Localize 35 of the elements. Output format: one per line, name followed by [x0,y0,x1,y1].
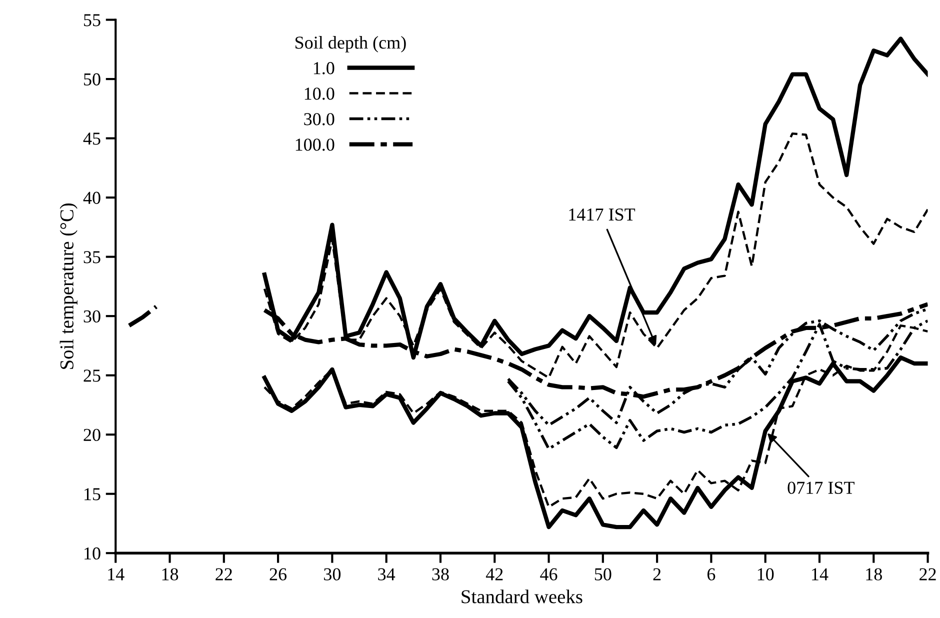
x-tick-label: 14 [812,568,828,580]
x-tick-label: 22 [920,568,936,580]
x-tick-label: 10 [758,568,774,580]
legend-label: 10.0 [304,88,334,100]
y-axis-title: Soil temperature (°C) [60,203,78,369]
x-tick-label: 18 [162,568,178,580]
annotation: 1417 IST [569,208,636,221]
x-tick-label: 26 [270,568,287,580]
x-tick-label: 30 [324,568,341,580]
x-tick-label: 22 [216,568,232,580]
y-tick-label: 20 [84,428,100,442]
x-tick-label: 42 [486,568,503,580]
x-tick-label: 34 [378,568,396,580]
y-tick-label: 40 [83,192,100,204]
y-tick-label: 50 [84,73,100,86]
x-tick-label: 18 [866,568,882,580]
x-tick-label: 2 [653,568,661,580]
y-tick-label: 55 [84,14,100,26]
x-tick-label: 6 [707,568,716,580]
x-axis-title: Standard weeks [462,590,582,604]
x-tick-label: 38 [432,568,449,580]
y-tick-label: 25 [84,370,100,382]
y-tick-label: 35 [84,251,100,264]
legend-label: 1.0 [314,62,334,74]
y-tick-label: 30 [84,310,100,323]
y-tick-label: 15 [84,488,100,500]
y-tick-label: 10 [84,547,100,560]
legend-title: Soil depth (cm) [296,36,406,52]
legend-label: 30.0 [304,113,334,126]
x-tick-label: 14 [108,568,124,580]
x-tick-label: 50 [594,568,612,580]
y-tick-label: 45 [83,132,100,145]
x-tick-label: 46 [540,568,558,580]
legend-label: 100.0 [296,138,334,151]
annotation: 0717 IST [788,482,854,494]
